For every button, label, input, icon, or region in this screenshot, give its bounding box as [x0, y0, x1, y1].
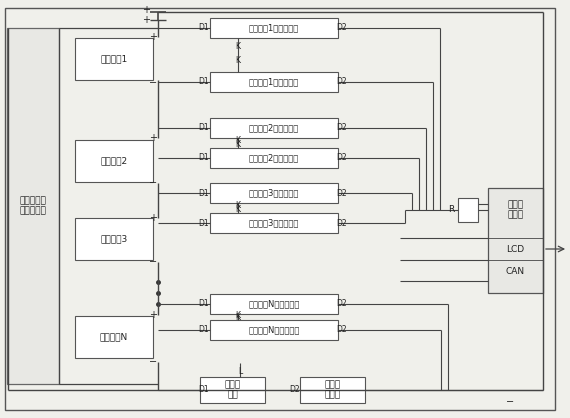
Text: −: − — [506, 397, 514, 407]
Bar — [210, 18, 338, 38]
Text: K: K — [235, 314, 241, 322]
Bar — [300, 377, 365, 403]
Text: K: K — [235, 140, 241, 149]
Text: D2: D2 — [337, 189, 347, 197]
Text: D1: D1 — [199, 23, 209, 33]
Bar — [75, 38, 153, 80]
Text: D1: D1 — [199, 153, 209, 163]
Text: −: − — [149, 357, 157, 367]
Text: D2: D2 — [337, 326, 347, 334]
Text: 镍氢电池2第二接触器: 镍氢电池2第二接触器 — [249, 153, 299, 163]
Text: 镍氢电池1第二接触器: 镍氢电池1第二接触器 — [249, 77, 299, 87]
Text: CAN: CAN — [506, 267, 525, 275]
Text: D1: D1 — [199, 123, 209, 133]
Text: −: − — [149, 257, 157, 267]
Bar — [210, 213, 338, 233]
Text: +: + — [142, 5, 150, 15]
Bar — [7, 28, 59, 384]
Bar — [210, 72, 338, 92]
Text: K: K — [235, 42, 241, 51]
Bar — [210, 320, 338, 340]
Text: 镍氢电池1第一接触器: 镍氢电池1第一接触器 — [249, 23, 299, 33]
Text: K: K — [235, 56, 241, 65]
Text: 镍氢电池N: 镍氢电池N — [100, 332, 128, 342]
Bar — [210, 183, 338, 203]
Text: D1: D1 — [199, 385, 209, 395]
Text: 镍氢电池3: 镍氢电池3 — [100, 234, 128, 244]
Text: D2: D2 — [337, 123, 347, 133]
Text: +: + — [149, 310, 157, 320]
Text: +: + — [142, 15, 150, 25]
Text: D2: D2 — [337, 219, 347, 227]
Bar — [75, 218, 153, 260]
Text: D2: D2 — [337, 300, 347, 308]
Text: 镍氢电池电
压检测模块: 镍氢电池电 压检测模块 — [19, 196, 46, 216]
Text: 镍氢电池3第二接触器: 镍氢电池3第二接触器 — [249, 219, 299, 227]
Bar — [75, 316, 153, 358]
Text: R: R — [448, 206, 454, 214]
Text: L: L — [238, 367, 242, 375]
Text: +: + — [149, 133, 157, 143]
Text: +: + — [149, 213, 157, 223]
Bar — [488, 188, 543, 293]
Text: 直流接
触器: 直流接 触器 — [225, 380, 241, 400]
Text: D2: D2 — [290, 385, 300, 395]
Bar — [210, 148, 338, 168]
Text: K: K — [235, 201, 241, 210]
Text: 镍氢电池1: 镍氢电池1 — [100, 54, 128, 64]
Text: D2: D2 — [337, 77, 347, 87]
Text: 单片机
控制器: 单片机 控制器 — [507, 200, 524, 220]
Text: 镍氢电池2: 镍氢电池2 — [100, 156, 128, 166]
Text: 镍氢电池2第一接触器: 镍氢电池2第一接触器 — [249, 123, 299, 133]
Text: D1: D1 — [199, 189, 209, 197]
Text: D1: D1 — [199, 300, 209, 308]
Bar — [458, 198, 478, 222]
Text: D1: D1 — [199, 326, 209, 334]
Bar — [210, 294, 338, 314]
Text: −: − — [149, 78, 157, 88]
Text: K: K — [235, 205, 241, 214]
Text: K: K — [235, 311, 241, 320]
Text: −: − — [149, 178, 157, 188]
Text: 自恢复
保险丝: 自恢复 保险丝 — [324, 380, 340, 400]
Text: 镍氢电池N第二接触器: 镍氢电池N第二接触器 — [249, 326, 300, 334]
Text: 镍氢电池N第一接触器: 镍氢电池N第一接触器 — [249, 300, 300, 308]
Text: D1: D1 — [199, 219, 209, 227]
Text: D2: D2 — [337, 23, 347, 33]
Bar — [210, 118, 338, 138]
Text: 镍氢电池3第一接触器: 镍氢电池3第一接触器 — [249, 189, 299, 197]
Bar — [75, 140, 153, 182]
Text: LCD: LCD — [506, 245, 524, 253]
Text: +: + — [149, 32, 157, 42]
Text: D1: D1 — [199, 77, 209, 87]
Text: K: K — [235, 136, 241, 145]
Bar — [200, 377, 265, 403]
Text: D2: D2 — [337, 153, 347, 163]
